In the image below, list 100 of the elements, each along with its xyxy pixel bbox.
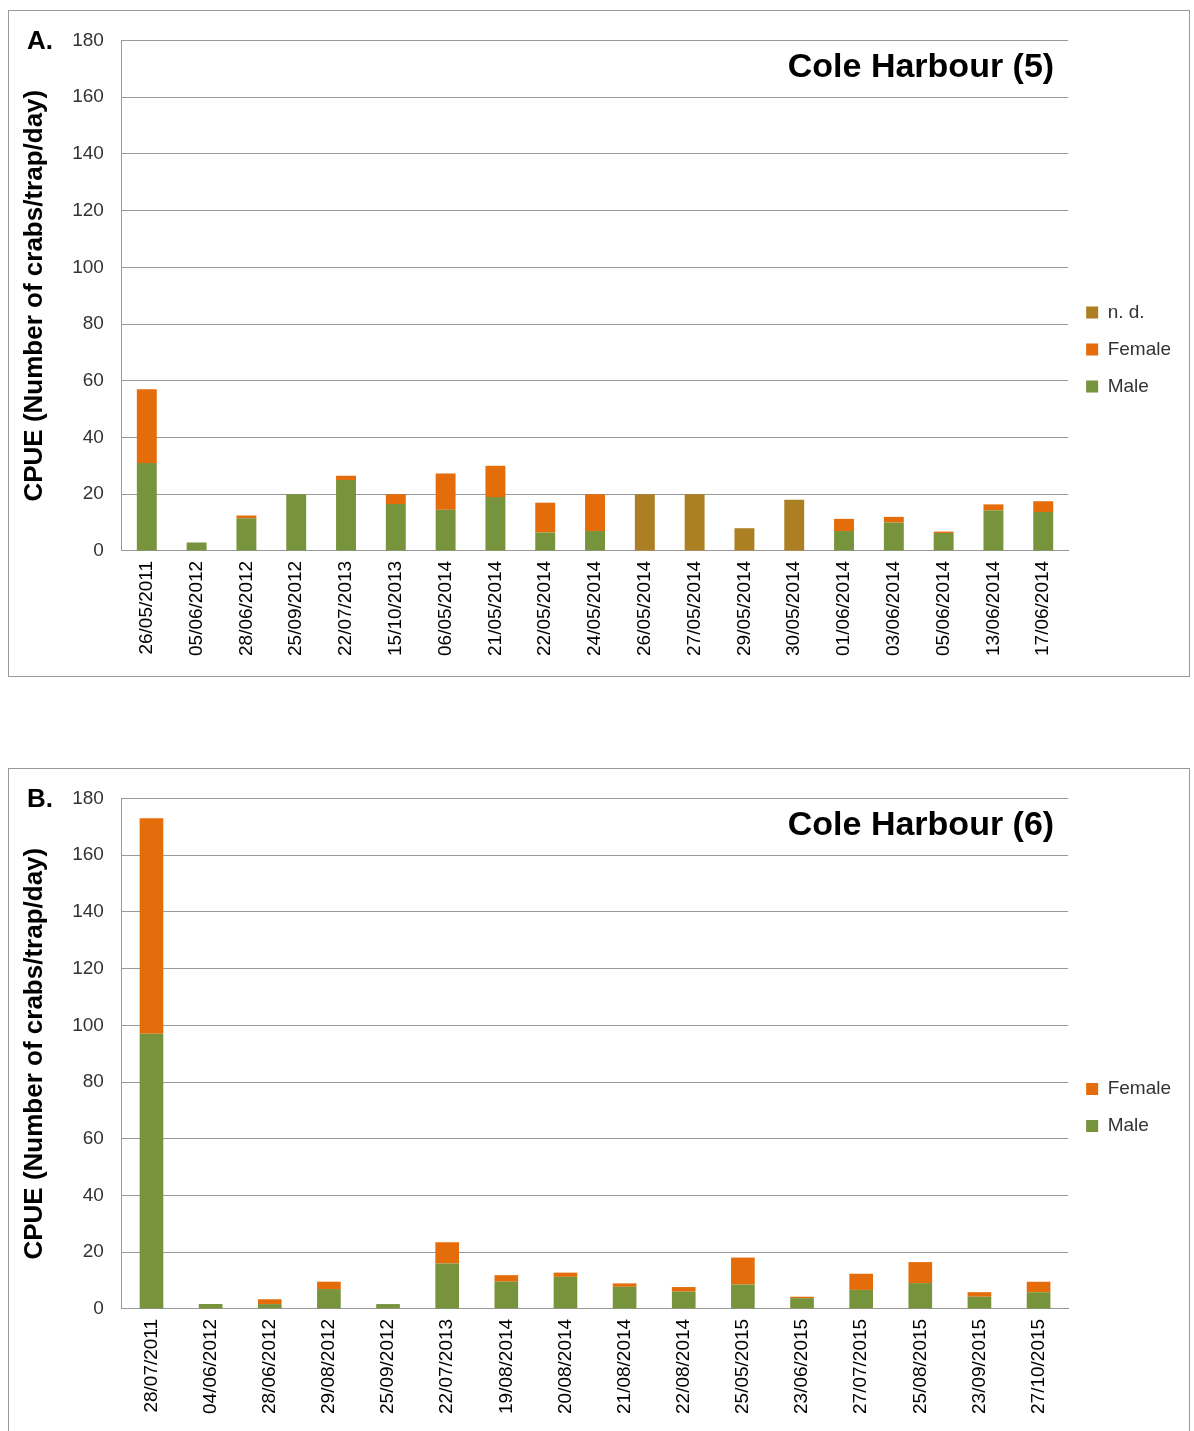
- bar: [317, 1289, 341, 1309]
- legend-label: Male: [1107, 374, 1149, 396]
- bar: [671, 1291, 696, 1309]
- y-tick-label: 20: [82, 1240, 104, 1262]
- x-tick-label: 05/06/2012: [184, 560, 206, 656]
- bar: [236, 518, 257, 551]
- x-tick-label: 01/06/2014: [832, 560, 854, 656]
- bar: [908, 1283, 933, 1309]
- y-tick-label: 140: [72, 900, 104, 922]
- bar: [136, 389, 157, 463]
- bar: [849, 1289, 873, 1309]
- bar: [933, 533, 954, 551]
- bar: [1026, 1281, 1051, 1293]
- x-tick-label: 25/05/2015: [731, 1318, 753, 1414]
- y-tick-label: 160: [72, 843, 104, 865]
- chart-title: Cole Harbour (5): [787, 45, 1055, 84]
- x-tick-label: 22/07/2013: [334, 560, 356, 656]
- bar: [485, 465, 506, 498]
- bar: [967, 1292, 992, 1297]
- x-tick-label: 22/05/2014: [533, 560, 555, 656]
- bar: [731, 1257, 755, 1285]
- bar: [1033, 512, 1054, 551]
- x-tick-label: 27/07/2015: [849, 1318, 871, 1414]
- bar: [553, 1276, 578, 1309]
- bar: [671, 1287, 696, 1292]
- bar: [336, 480, 356, 551]
- x-tick-label: 05/06/2014: [931, 560, 953, 656]
- y-axis-title: CPUE (Number of crabs/trap/day): [17, 847, 48, 1260]
- bar: [585, 494, 605, 532]
- bar: [435, 1263, 459, 1309]
- x-tick-label: 06/05/2014: [433, 560, 455, 656]
- y-tick-label: 180: [72, 786, 104, 808]
- bar: [834, 531, 854, 551]
- x-tick-label: 27/10/2015: [1026, 1318, 1048, 1414]
- x-tick-label: 26/05/2011: [135, 560, 157, 655]
- x-tick-label: 23/09/2015: [967, 1318, 989, 1414]
- x-tick-label: 25/08/2015: [908, 1318, 930, 1414]
- x-tick-label: 29/05/2014: [732, 560, 754, 656]
- x-tick-label: 15/10/2013: [384, 560, 406, 656]
- bar: [684, 494, 705, 551]
- bar: [494, 1275, 519, 1282]
- x-tick-label: 28/06/2012: [234, 560, 256, 656]
- y-tick-label: 0: [93, 539, 104, 561]
- bar: [435, 509, 456, 551]
- y-tick-label: 180: [72, 28, 104, 50]
- x-tick-label: 25/09/2012: [376, 1318, 398, 1414]
- bar: [553, 1272, 578, 1277]
- x-tick-label: 21/05/2014: [483, 560, 505, 656]
- bar: [535, 532, 556, 551]
- bar: [485, 497, 506, 551]
- bar: [136, 462, 157, 551]
- legend-label: Male: [1107, 1114, 1149, 1136]
- bar: [883, 522, 904, 551]
- y-tick-label: 40: [82, 1183, 104, 1205]
- x-tick-label: 24/05/2014: [583, 560, 605, 656]
- bar: [784, 499, 805, 551]
- y-tick-label: 40: [82, 425, 104, 447]
- y-tick-label: 60: [82, 368, 104, 390]
- bar: [435, 1242, 459, 1264]
- x-tick-label: 30/05/2014: [782, 560, 804, 656]
- bar: [585, 531, 605, 551]
- bar: [849, 1273, 873, 1290]
- bar: [1026, 1292, 1051, 1309]
- bar: [535, 502, 556, 533]
- x-tick-label: 25/09/2012: [284, 560, 306, 656]
- bar: [734, 528, 755, 551]
- bar: [967, 1296, 992, 1309]
- y-tick-label: 0: [93, 1297, 104, 1319]
- legend-label: Female: [1107, 1077, 1171, 1099]
- bar: [435, 473, 456, 510]
- bar: [317, 1281, 341, 1290]
- y-tick-label: 160: [72, 85, 104, 107]
- x-tick-label: 03/06/2014: [882, 560, 904, 656]
- bar: [257, 1299, 282, 1305]
- bar: [983, 504, 1004, 511]
- bar: [236, 515, 257, 519]
- y-axis-title: CPUE (Number of crabs/trap/day): [17, 89, 48, 502]
- x-tick-label: 19/08/2014: [494, 1318, 516, 1414]
- bar: [790, 1298, 814, 1309]
- legend-label: n. d.: [1107, 300, 1145, 322]
- bar: [139, 1033, 164, 1309]
- x-tick-label: 04/06/2012: [198, 1318, 220, 1414]
- bar: [612, 1286, 637, 1309]
- y-tick-label: 100: [72, 1013, 104, 1035]
- bar: [336, 475, 356, 480]
- x-tick-label: 28/07/2011: [139, 1318, 161, 1413]
- x-tick-label: 13/06/2014: [981, 560, 1003, 656]
- y-tick-label: 80: [82, 1070, 104, 1092]
- bar: [385, 504, 406, 551]
- bar: [634, 494, 655, 551]
- x-tick-label: 22/08/2014: [671, 1318, 693, 1414]
- bar: [494, 1281, 519, 1309]
- bar: [376, 1304, 400, 1309]
- bar: [983, 510, 1004, 551]
- y-tick-label: 80: [82, 312, 104, 334]
- x-tick-label: 20/08/2014: [553, 1318, 575, 1414]
- bar: [186, 542, 207, 551]
- x-tick-label: 28/06/2012: [257, 1318, 279, 1414]
- y-tick-label: 120: [72, 956, 104, 978]
- bar: [257, 1304, 282, 1309]
